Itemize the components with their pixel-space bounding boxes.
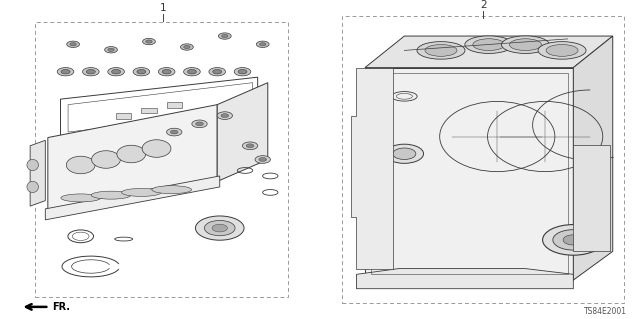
Circle shape	[543, 225, 604, 255]
Ellipse shape	[142, 140, 171, 157]
Circle shape	[104, 47, 118, 53]
Circle shape	[212, 224, 227, 232]
Circle shape	[86, 70, 95, 74]
Circle shape	[57, 68, 74, 76]
Circle shape	[111, 70, 120, 74]
Circle shape	[393, 148, 416, 160]
Ellipse shape	[152, 186, 191, 194]
Circle shape	[162, 70, 171, 74]
Polygon shape	[365, 36, 612, 68]
Polygon shape	[365, 68, 573, 280]
Circle shape	[67, 41, 79, 48]
Ellipse shape	[27, 160, 38, 171]
Circle shape	[209, 68, 225, 76]
Ellipse shape	[91, 191, 131, 199]
Circle shape	[217, 112, 232, 119]
Circle shape	[108, 48, 114, 51]
Circle shape	[61, 70, 70, 74]
Circle shape	[260, 43, 266, 46]
Circle shape	[257, 41, 269, 48]
Circle shape	[184, 45, 190, 48]
Circle shape	[192, 120, 207, 128]
Circle shape	[234, 68, 251, 76]
Circle shape	[137, 70, 146, 74]
Ellipse shape	[117, 145, 146, 163]
Circle shape	[385, 144, 424, 163]
Ellipse shape	[473, 39, 505, 50]
Ellipse shape	[122, 189, 161, 197]
Bar	[35, 22, 288, 297]
Ellipse shape	[61, 194, 100, 202]
Circle shape	[188, 70, 196, 74]
Circle shape	[146, 40, 152, 43]
Polygon shape	[356, 269, 573, 289]
Circle shape	[255, 156, 271, 163]
Circle shape	[180, 44, 193, 50]
Circle shape	[243, 142, 258, 150]
Circle shape	[553, 230, 594, 250]
Circle shape	[238, 70, 247, 74]
Polygon shape	[351, 68, 393, 269]
Text: FR.: FR.	[52, 302, 70, 312]
Ellipse shape	[538, 42, 586, 59]
Polygon shape	[48, 105, 217, 214]
Ellipse shape	[67, 156, 95, 174]
Polygon shape	[573, 36, 612, 280]
Ellipse shape	[502, 36, 550, 53]
Bar	[166, 102, 182, 108]
Circle shape	[218, 33, 231, 39]
Circle shape	[158, 68, 175, 76]
Polygon shape	[30, 140, 45, 206]
Circle shape	[133, 68, 150, 76]
Circle shape	[170, 130, 178, 134]
Polygon shape	[45, 176, 220, 220]
Ellipse shape	[509, 39, 541, 50]
Ellipse shape	[465, 36, 513, 53]
Circle shape	[196, 122, 204, 126]
Circle shape	[143, 38, 156, 45]
Bar	[116, 113, 131, 119]
Text: 2: 2	[480, 0, 486, 10]
Ellipse shape	[27, 181, 38, 192]
Text: TS84E2001: TS84E2001	[584, 307, 627, 316]
Circle shape	[563, 235, 584, 245]
Circle shape	[212, 70, 221, 74]
Ellipse shape	[546, 44, 578, 56]
Circle shape	[195, 216, 244, 240]
Polygon shape	[573, 145, 610, 251]
Text: 1: 1	[160, 3, 166, 13]
Circle shape	[166, 128, 182, 136]
Polygon shape	[217, 83, 268, 182]
Circle shape	[184, 68, 200, 76]
Circle shape	[246, 144, 254, 148]
Circle shape	[204, 220, 235, 236]
Bar	[141, 108, 157, 113]
Circle shape	[70, 43, 76, 46]
Ellipse shape	[92, 151, 120, 168]
Ellipse shape	[417, 42, 465, 59]
Circle shape	[83, 68, 99, 76]
Bar	[342, 16, 624, 303]
Circle shape	[108, 68, 124, 76]
Ellipse shape	[425, 44, 457, 56]
Circle shape	[259, 158, 267, 161]
Circle shape	[221, 114, 228, 117]
Circle shape	[221, 34, 228, 38]
